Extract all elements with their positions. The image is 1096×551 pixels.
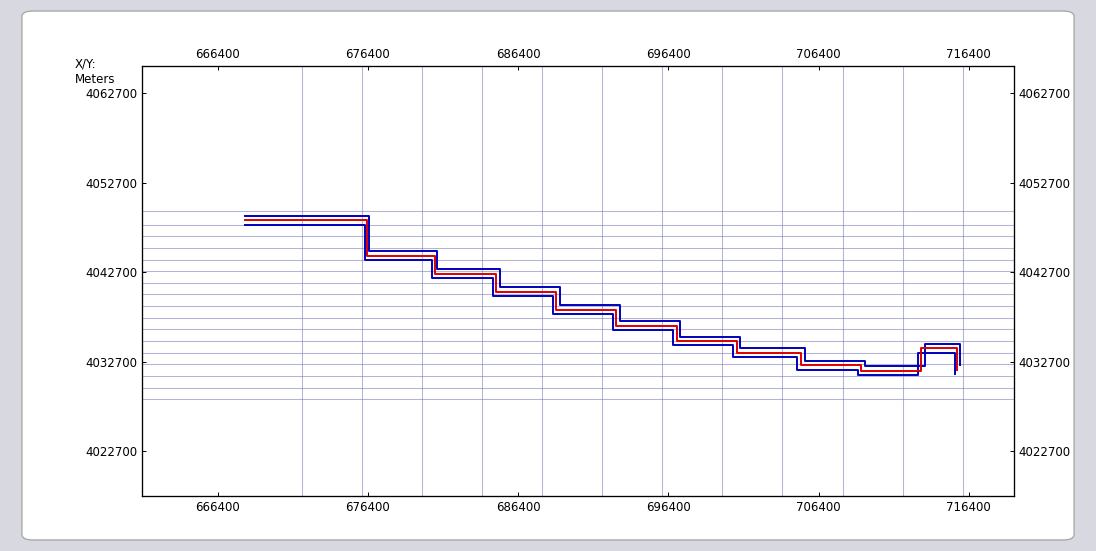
FancyBboxPatch shape — [22, 11, 1074, 540]
Text: X/Y:
Meters: X/Y: Meters — [75, 58, 115, 86]
